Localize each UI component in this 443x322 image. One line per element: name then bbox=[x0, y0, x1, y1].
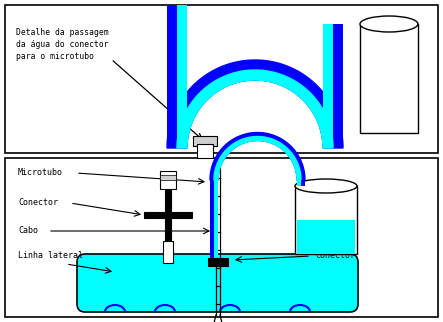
Bar bbox=[197, 144, 213, 158]
Bar bbox=[167, 5, 187, 148]
Text: Conector: Conector bbox=[18, 198, 58, 207]
Text: Detalhe da passagem: Detalhe da passagem bbox=[16, 28, 109, 37]
Ellipse shape bbox=[295, 179, 357, 193]
Bar bbox=[297, 180, 305, 186]
Bar bbox=[214, 180, 218, 262]
Bar bbox=[5, 158, 438, 317]
Bar bbox=[297, 180, 301, 186]
Text: Microtubo: Microtubo bbox=[18, 168, 63, 177]
Bar bbox=[360, 24, 418, 133]
Text: Linha lateral: Linha lateral bbox=[18, 251, 83, 260]
FancyBboxPatch shape bbox=[77, 254, 358, 312]
Bar bbox=[163, 241, 173, 263]
Text: para o microtubo: para o microtubo bbox=[16, 52, 94, 61]
Bar bbox=[193, 136, 217, 146]
Polygon shape bbox=[214, 137, 301, 180]
Text: da água do conector: da água do conector bbox=[16, 40, 109, 49]
Bar bbox=[144, 212, 192, 218]
Ellipse shape bbox=[360, 16, 418, 32]
Bar bbox=[208, 258, 228, 266]
Bar bbox=[5, 5, 438, 153]
Polygon shape bbox=[167, 60, 343, 148]
Bar bbox=[165, 189, 171, 241]
Bar bbox=[323, 24, 343, 148]
Bar bbox=[160, 175, 176, 180]
Bar bbox=[323, 24, 333, 148]
Bar bbox=[297, 220, 355, 254]
Polygon shape bbox=[210, 132, 305, 180]
Polygon shape bbox=[177, 70, 333, 148]
Text: Conector: Conector bbox=[315, 251, 355, 260]
Text: Cabo: Cabo bbox=[18, 226, 38, 235]
Bar bbox=[160, 171, 176, 189]
Bar bbox=[295, 186, 357, 254]
Bar bbox=[177, 5, 187, 148]
Bar bbox=[210, 180, 218, 262]
